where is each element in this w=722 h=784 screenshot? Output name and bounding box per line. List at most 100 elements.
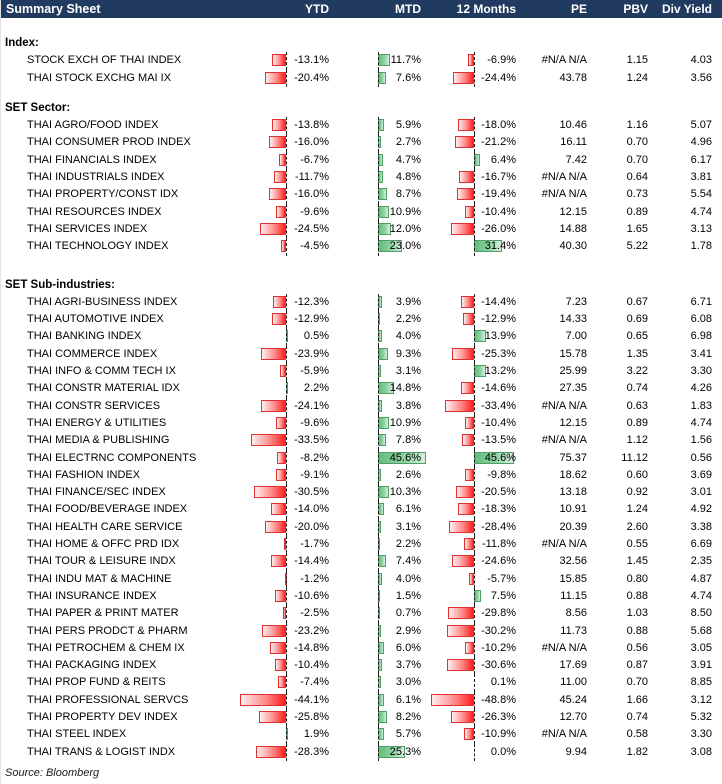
twelve-month-bar-cell: -12.9% <box>431 311 526 329</box>
table-row: THAI PROPERTY DEV INDEX -25.8% 8.2% -26.3% 1… <box>1 708 722 727</box>
mtd-value: 25.3% <box>389 745 421 758</box>
negative-data-bar <box>265 520 286 533</box>
zero-axis-dashed-line <box>378 553 379 571</box>
pe-value: #N/A N/A <box>541 54 587 67</box>
pbv-value: 1.35 <box>626 347 648 360</box>
zero-axis-dashed-line <box>474 69 475 87</box>
div-yield-value: 4.26 <box>690 382 712 395</box>
row-label: THAI FINANCE/SEC INDEX <box>27 486 166 499</box>
zero-axis-dashed-line <box>474 674 475 692</box>
pe-value: 40.30 <box>559 240 587 253</box>
zero-axis-dashed-line <box>378 691 379 709</box>
pe-value: #N/A N/A <box>541 399 587 412</box>
zero-axis-dashed-line <box>378 328 379 346</box>
twelve-month-bar-cell: -30.6% <box>431 657 526 675</box>
pbv-value: 1.66 <box>626 693 648 706</box>
table-row: THAI MEDIA & PUBLISHING -33.5% 7.8% -13.5% #… <box>1 432 722 450</box>
pe-value: 43.78 <box>559 71 587 84</box>
zero-axis-dashed-line <box>474 363 475 381</box>
negative-data-bar <box>283 607 286 620</box>
zero-axis-dashed-line <box>378 743 379 761</box>
row-label: THAI PETROCHEM & CHEM IX <box>27 641 185 654</box>
zero-axis-dashed-line <box>474 311 475 329</box>
negative-data-bar <box>455 136 474 149</box>
zero-axis-dashed-line <box>286 449 287 467</box>
ytd-value: -11.7% <box>294 171 329 184</box>
ytd-bar-cell: -11.7% <box>239 169 337 187</box>
zero-axis-dashed-line <box>378 501 379 519</box>
mtd-value: 5.9% <box>395 119 421 132</box>
row-label: THAI PROFESSIONAL SERVCS <box>27 693 189 706</box>
div-yield-value: 6.17 <box>690 153 712 166</box>
negative-data-bar <box>261 624 286 637</box>
zero-axis-dashed-line <box>474 657 475 675</box>
pbv-value: 0.89 <box>626 205 648 218</box>
negative-data-bar <box>256 745 286 758</box>
pbv-value: 11.12 <box>621 451 648 464</box>
mtd-value: 2.6% <box>395 468 421 481</box>
zero-axis-dashed-line <box>378 708 379 727</box>
pbv-value: 1.03 <box>626 607 648 620</box>
negative-data-bar <box>260 399 286 412</box>
ytd-value: -9.1% <box>300 468 329 481</box>
zero-axis-dashed-line <box>474 622 475 640</box>
zero-axis-dashed-line <box>378 293 379 312</box>
mtd-value: 3.9% <box>395 295 421 308</box>
pe-value: #N/A N/A <box>541 188 587 201</box>
pbv-value: 1.15 <box>626 54 648 67</box>
table-row: THAI STEEL INDEX 1.9% 5.7% -10.9% #N/A N/A 0.… <box>1 726 722 744</box>
ytd-bar-cell: -10.6% <box>239 587 337 606</box>
zero-axis-dashed-line <box>286 220 287 239</box>
ytd-bar-cell: -2.5% <box>239 605 337 623</box>
negative-data-bar <box>457 503 474 516</box>
table-row: THAI PAPER & PRINT MATER -2.5% 0.7% -29.8% 8… <box>1 605 722 623</box>
pe-value: #N/A N/A <box>541 434 587 447</box>
negative-data-bar <box>447 659 474 672</box>
ytd-value: -14.4% <box>294 555 329 568</box>
negative-data-bar <box>271 503 286 516</box>
negative-data-bar <box>273 295 286 308</box>
ytd-bar-cell: -9.6% <box>239 203 337 221</box>
row-label: THAI AUTOMOTIVE INDEX <box>27 313 164 326</box>
zero-axis-dashed-line <box>286 380 287 398</box>
mtd-value: 2.2% <box>395 313 421 326</box>
row-label: THAI INSURANCE INDEX <box>27 589 157 602</box>
twelve-month-bar-cell: -28.4% <box>431 518 526 537</box>
negative-data-bar <box>281 240 286 253</box>
div-yield-value: 4.74 <box>690 416 712 429</box>
zero-axis-dashed-line <box>286 69 287 87</box>
mtd-value: 10.3% <box>389 486 421 499</box>
mtd-value: 1.5% <box>395 589 421 602</box>
ytd-bar-cell: -16.0% <box>239 134 337 152</box>
ytd-value: 0.5% <box>303 330 329 343</box>
pbv-value: 0.74 <box>626 382 648 395</box>
mtd-bar-cell: 7.8% <box>337 432 431 450</box>
div-yield-value: 5.07 <box>690 119 712 132</box>
mtd-bar-cell: 3.9% <box>337 293 431 312</box>
zero-axis-dashed-line <box>378 134 379 152</box>
zero-axis-dashed-line <box>378 380 379 398</box>
zero-axis-dashed-line <box>286 691 287 709</box>
table-row: THAI CONSTR SERVICES -24.1% 3.8% -33.4% #N/A… <box>1 397 722 415</box>
ytd-bar-cell: -20.0% <box>239 518 337 537</box>
table-row: THAI AGRO/FOOD INDEX -13.8% 5.9% -18.0% 10.4… <box>1 117 722 135</box>
div-yield-value: 0.56 <box>690 451 712 464</box>
negative-data-bar <box>451 347 474 360</box>
zero-axis-dashed-line <box>286 311 287 329</box>
zero-axis-dashed-line <box>286 657 287 675</box>
zero-axis-dashed-line <box>286 743 287 761</box>
negative-data-bar <box>459 171 474 184</box>
row-label: THAI HEALTH CARE SERVICE <box>27 520 183 533</box>
mtd-value: 3.7% <box>395 659 421 672</box>
column-header-mtd: MTD <box>395 2 421 16</box>
zero-axis-dashed-line <box>474 484 475 502</box>
ytd-value: -12.9% <box>294 313 329 326</box>
zero-axis-dashed-line <box>474 501 475 519</box>
section-heading: SET Sub-industries: <box>5 278 115 291</box>
row-label: THAI PERS PRODCT & PHARM <box>27 624 188 637</box>
zero-axis-dashed-line <box>474 432 475 450</box>
pe-value: 10.46 <box>559 119 587 132</box>
negative-data-bar <box>269 188 286 201</box>
table-row: THAI AUTOMOTIVE INDEX -12.9% 2.2% -12.9% 14.… <box>1 311 722 329</box>
zero-axis-dashed-line <box>286 328 287 346</box>
